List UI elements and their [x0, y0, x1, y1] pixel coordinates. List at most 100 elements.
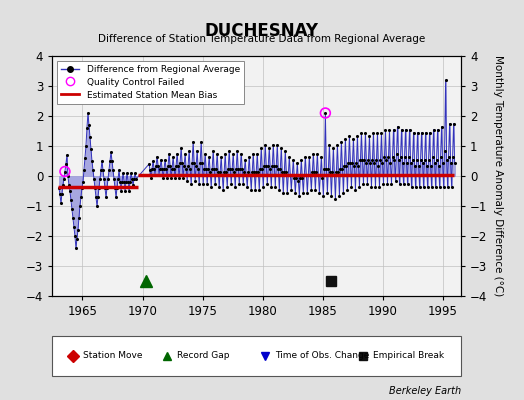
- Point: [449, 153, 457, 160]
- Point: [118, 179, 126, 185]
- Point: [406, 159, 414, 166]
- Point: [318, 174, 326, 181]
- Point: [237, 150, 245, 157]
- Point: [110, 176, 118, 182]
- Point: [115, 167, 123, 173]
- Point: [326, 168, 335, 175]
- Point: [179, 174, 187, 181]
- Point: [160, 165, 168, 172]
- Point: [418, 159, 427, 166]
- Point: [277, 144, 286, 151]
- Point: [93, 203, 101, 209]
- Point: [83, 125, 91, 131]
- Point: [322, 165, 331, 172]
- Point: [197, 138, 205, 145]
- Point: [313, 150, 322, 157]
- Point: [390, 156, 399, 163]
- Point: [380, 153, 389, 160]
- Point: [440, 183, 448, 190]
- Point: [285, 153, 293, 160]
- Point: [395, 180, 403, 187]
- Point: [75, 215, 83, 221]
- Point: [122, 179, 130, 185]
- Point: [399, 180, 408, 187]
- Point: [298, 174, 307, 181]
- Point: [397, 126, 406, 133]
- Point: [412, 156, 421, 163]
- Point: [56, 191, 64, 197]
- Point: [293, 159, 301, 166]
- Point: [438, 123, 446, 130]
- Point: [261, 141, 269, 148]
- Point: [190, 159, 199, 166]
- Point: [384, 153, 392, 160]
- Point: [254, 168, 263, 175]
- Point: [228, 165, 236, 172]
- Point: [54, 185, 63, 191]
- Point: [74, 227, 82, 233]
- Point: [128, 176, 136, 182]
- Point: [365, 132, 374, 139]
- Point: [302, 171, 311, 178]
- Point: [121, 188, 129, 194]
- Point: [398, 159, 407, 166]
- Point: [290, 174, 299, 181]
- Point: [76, 203, 84, 209]
- Point: [274, 165, 282, 172]
- Point: [297, 156, 305, 163]
- Point: [240, 168, 248, 175]
- Point: [275, 186, 283, 193]
- Point: [189, 138, 198, 145]
- Point: [60, 176, 68, 182]
- Point: [177, 144, 185, 151]
- Point: [257, 144, 266, 151]
- Point: [342, 162, 351, 169]
- Point: [148, 165, 156, 172]
- Point: [296, 174, 304, 181]
- Point: [239, 180, 247, 187]
- Point: [244, 168, 253, 175]
- Point: [338, 165, 346, 172]
- Point: [81, 155, 89, 161]
- Point: [352, 159, 361, 166]
- Point: [416, 183, 424, 190]
- Point: [323, 189, 332, 196]
- Point: [66, 188, 74, 194]
- Point: [366, 159, 375, 166]
- Point: [304, 171, 312, 178]
- Point: [357, 129, 366, 136]
- Point: [427, 162, 435, 169]
- Point: [188, 159, 196, 166]
- Point: [356, 156, 365, 163]
- Text: Empirical Break: Empirical Break: [373, 352, 444, 360]
- Point: [216, 168, 224, 175]
- Point: [334, 168, 343, 175]
- Point: [349, 135, 357, 142]
- Point: [383, 156, 391, 163]
- Point: [300, 171, 309, 178]
- Point: [249, 150, 257, 157]
- Point: [411, 183, 420, 190]
- Point: [220, 168, 228, 175]
- Point: [59, 182, 67, 188]
- Point: [217, 153, 225, 160]
- Point: [291, 189, 300, 196]
- Point: [68, 206, 76, 212]
- Point: [87, 146, 95, 152]
- Point: [156, 165, 165, 172]
- Point: [367, 183, 376, 190]
- Point: [324, 165, 333, 172]
- Point: [112, 194, 120, 200]
- Point: [329, 144, 337, 151]
- Point: [88, 158, 96, 164]
- Point: [370, 159, 379, 166]
- Point: [242, 171, 250, 178]
- Point: [271, 183, 279, 190]
- Point: [428, 183, 436, 190]
- Point: [377, 129, 386, 136]
- Point: [92, 194, 100, 200]
- Point: [95, 185, 103, 191]
- Point: [422, 162, 431, 169]
- Point: [245, 153, 254, 160]
- Point: [70, 224, 78, 230]
